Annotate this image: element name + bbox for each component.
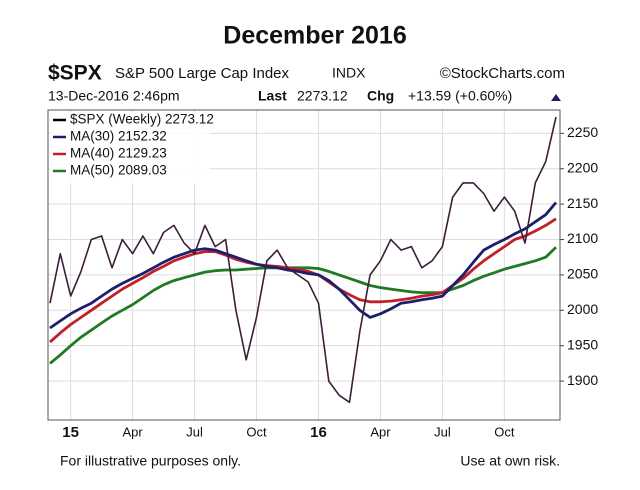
- y-tick-label: 1900: [567, 372, 598, 388]
- symbol: $SPX: [48, 62, 102, 85]
- legend-label: MA(30) 2152.32: [70, 129, 167, 144]
- plot-frame: [47, 109, 561, 421]
- series-line: [49, 116, 557, 404]
- chg-label: Chg: [367, 88, 394, 104]
- x-tick-label: Oct: [494, 424, 515, 439]
- y-tick-label: 1950: [567, 336, 598, 352]
- x-tick-label: Jul: [434, 424, 451, 439]
- series-line: [49, 201, 558, 330]
- x-tick-label: Oct: [246, 424, 267, 439]
- exchange: INDX: [332, 65, 366, 81]
- timestamp: 13-Dec-2016 2:46pm: [48, 88, 180, 104]
- x-tick-label: Apr: [370, 424, 391, 439]
- chart-title: December 2016: [223, 22, 406, 50]
- y-tick-label: 2250: [567, 124, 598, 140]
- up-arrow: [551, 94, 561, 101]
- legend-label: $SPX (Weekly) 2273.12: [70, 112, 214, 127]
- x-tick-label: 16: [310, 424, 327, 441]
- x-tick-label: Jul: [186, 424, 203, 439]
- y-tick-label: 2000: [567, 301, 598, 317]
- legend-label: MA(50) 2089.03: [70, 163, 167, 178]
- description: S&P 500 Large Cap Index: [115, 65, 290, 82]
- last-value: 2273.12: [297, 88, 348, 104]
- series-line: [49, 246, 557, 365]
- legend-bg: [50, 112, 210, 184]
- last-label: Last: [258, 88, 287, 104]
- y-tick-label: 2100: [567, 230, 598, 246]
- series-line: [49, 217, 557, 344]
- y-tick-label: 2200: [567, 159, 598, 175]
- chg-value: +13.59 (+0.60%): [408, 88, 512, 104]
- footer-right: Use at own risk.: [460, 453, 560, 469]
- source: ©StockCharts.com: [440, 65, 565, 82]
- y-tick-label: 2150: [567, 195, 598, 211]
- y-tick-label: 2050: [567, 266, 598, 282]
- x-tick-label: Apr: [122, 424, 143, 439]
- legend-label: MA(40) 2129.23: [70, 146, 167, 161]
- x-tick-label: 15: [62, 424, 79, 441]
- footer-left: For illustrative purposes only.: [60, 453, 241, 469]
